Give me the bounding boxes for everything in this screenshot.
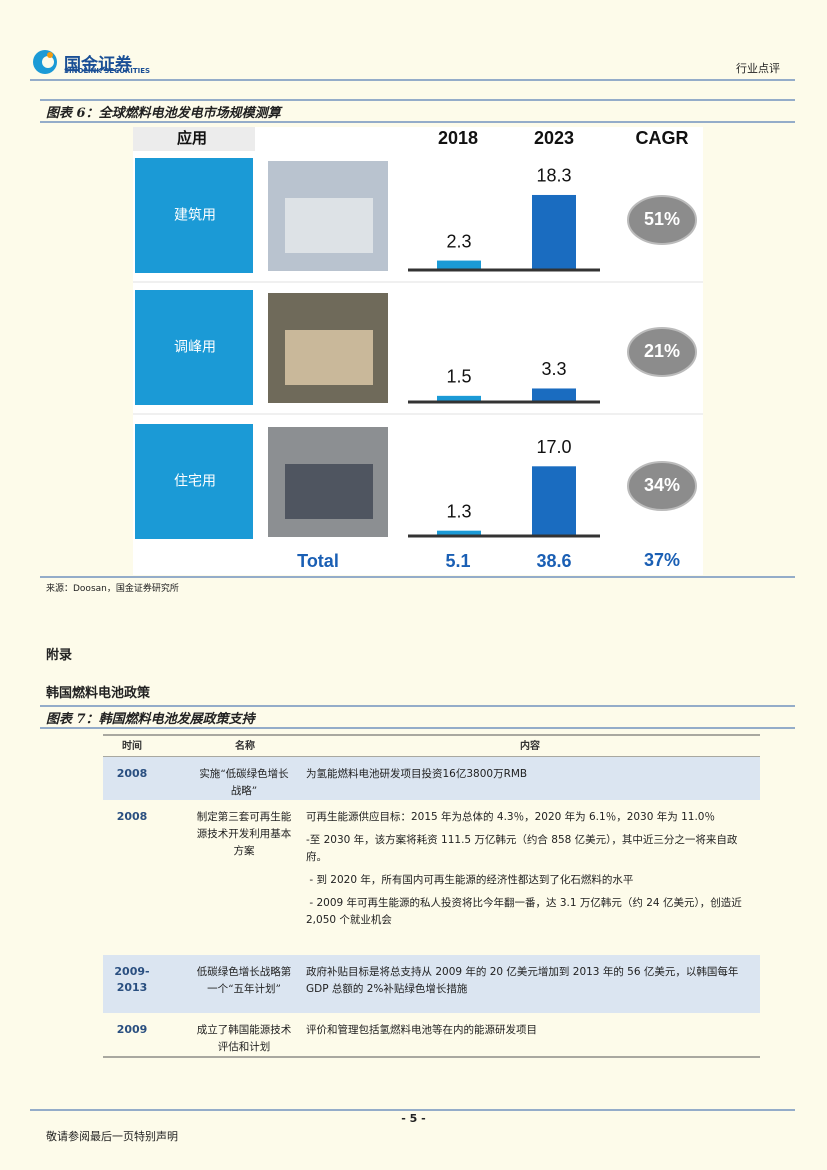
header-cell xyxy=(133,127,255,151)
cagr-label: 51% xyxy=(644,209,680,229)
column-header: 应用 xyxy=(177,129,207,147)
photo-detail xyxy=(285,330,373,385)
disclaimer: 敬请参阅最后一页特别声明 xyxy=(46,1130,178,1143)
bar xyxy=(532,388,576,402)
bar-label: 3.3 xyxy=(541,359,566,379)
total-value: 38.6 xyxy=(536,551,571,571)
year-cell: 2009 xyxy=(116,1023,148,1036)
bar xyxy=(437,530,481,536)
logo-dot xyxy=(47,52,53,58)
category-box xyxy=(135,424,253,539)
content-paragraph: 政府补贴目标是将总支持从 2009 年的 20 亿美元增加到 2013 年的 5… xyxy=(306,966,742,995)
bar-label: 1.3 xyxy=(446,501,471,521)
cagr-badge xyxy=(627,195,697,245)
bar xyxy=(437,260,481,270)
name-cell: 制定第三套可再生能源技术开发利用基本方案 xyxy=(196,811,292,857)
source: 来源：Doosan，国金证券研究所 xyxy=(46,584,179,594)
cagr-label: 21% xyxy=(644,341,680,361)
category-box xyxy=(135,290,253,405)
logo-mark-inner xyxy=(42,56,54,68)
content-paragraph: - 2009 年可再生能源的私人投资将比今年翻一番，达 3.1 万亿韩元（约 2… xyxy=(306,897,746,926)
content-paragraph: 可再生能源供应目标：2015 年为总体的 4.3％，2020 年为 6.1％，2… xyxy=(306,811,715,823)
content-paragraph: 为氢能燃料电池研发项目投资16亿3800万RMB xyxy=(306,768,528,780)
total-value: 5.1 xyxy=(445,551,470,571)
figure-title: 图表 7：韩国燃料电池发展政策支持 xyxy=(46,712,255,727)
column-header: 2023 xyxy=(534,128,574,148)
year-cell: 2008 xyxy=(116,767,148,780)
content-cell: 政府补贴目标是将总支持从 2009 年的 20 亿美元增加到 2013 年的 5… xyxy=(306,964,758,1004)
category-label: 建筑用 xyxy=(174,207,216,223)
photo-detail xyxy=(285,198,373,253)
name-cell: 实施“低碳绿色增长战略” xyxy=(199,768,289,797)
bar xyxy=(532,466,576,536)
content-paragraph: -至 2030 年，该方案将耗资 111.5 万亿韩元（约合 858 亿美元），… xyxy=(306,834,738,863)
page-number: - 5 - xyxy=(401,1112,426,1125)
content-cell: 可再生能源供应目标：2015 年为总体的 4.3％，2020 年为 6.1％，2… xyxy=(306,809,758,935)
bar-label: 17.0 xyxy=(536,437,571,457)
year-cell: 2008 xyxy=(116,810,148,823)
year-cell: 2009-2013 xyxy=(114,965,150,994)
category-label: 住宅用 xyxy=(174,473,216,489)
photo-detail xyxy=(285,464,373,519)
bar-label: 2.3 xyxy=(446,231,471,251)
section: 行业点评 xyxy=(736,62,780,75)
total-cagr: 37% xyxy=(644,550,680,570)
row-shade xyxy=(103,955,760,1013)
content-cell: 为氢能燃料电池研发项目投资16亿3800万RMB xyxy=(306,766,758,789)
appendix-subtitle: 韩国燃料电池政策 xyxy=(46,686,151,701)
bar xyxy=(532,194,576,270)
content-paragraph: - 到 2020 年，所有国内可再生能源的经济性都达到了化石燃料的水平 xyxy=(306,874,634,886)
bar xyxy=(437,395,481,402)
total-label: Total xyxy=(297,551,339,571)
brand: 国金证券 xyxy=(64,55,132,75)
row-shade xyxy=(103,757,760,800)
table-header: 时间 xyxy=(122,741,142,752)
cagr-label: 34% xyxy=(644,475,680,495)
column-header: CAGR xyxy=(636,128,689,148)
table-header: 内容 xyxy=(520,741,540,752)
cagr-badge xyxy=(627,327,697,377)
brand-en: SINOLINK SECURITIES xyxy=(64,67,151,75)
cagr-badge xyxy=(627,461,697,511)
category-box xyxy=(135,158,253,273)
column-header: 2018 xyxy=(438,128,478,148)
content-paragraph: 评价和管理包括氢燃料电池等在内的能源研发项目 xyxy=(306,1024,537,1036)
figure-title: 图表 6：全球燃料电池发电市场规模测算 xyxy=(46,106,281,121)
name-cell: 低碳绿色增长战略第一个“五年计划” xyxy=(196,966,292,995)
appendix-title: 附录 xyxy=(46,648,73,663)
table-header: 名称 xyxy=(235,741,255,752)
content-cell: 评价和管理包括氢燃料电池等在内的能源研发项目 xyxy=(306,1022,758,1045)
bar-label: 1.5 xyxy=(446,367,471,387)
bar-label: 18.3 xyxy=(536,166,571,186)
name-cell: 成立了韩国能源技术评估和计划 xyxy=(196,1024,292,1053)
category-label: 调峰用 xyxy=(174,339,216,355)
